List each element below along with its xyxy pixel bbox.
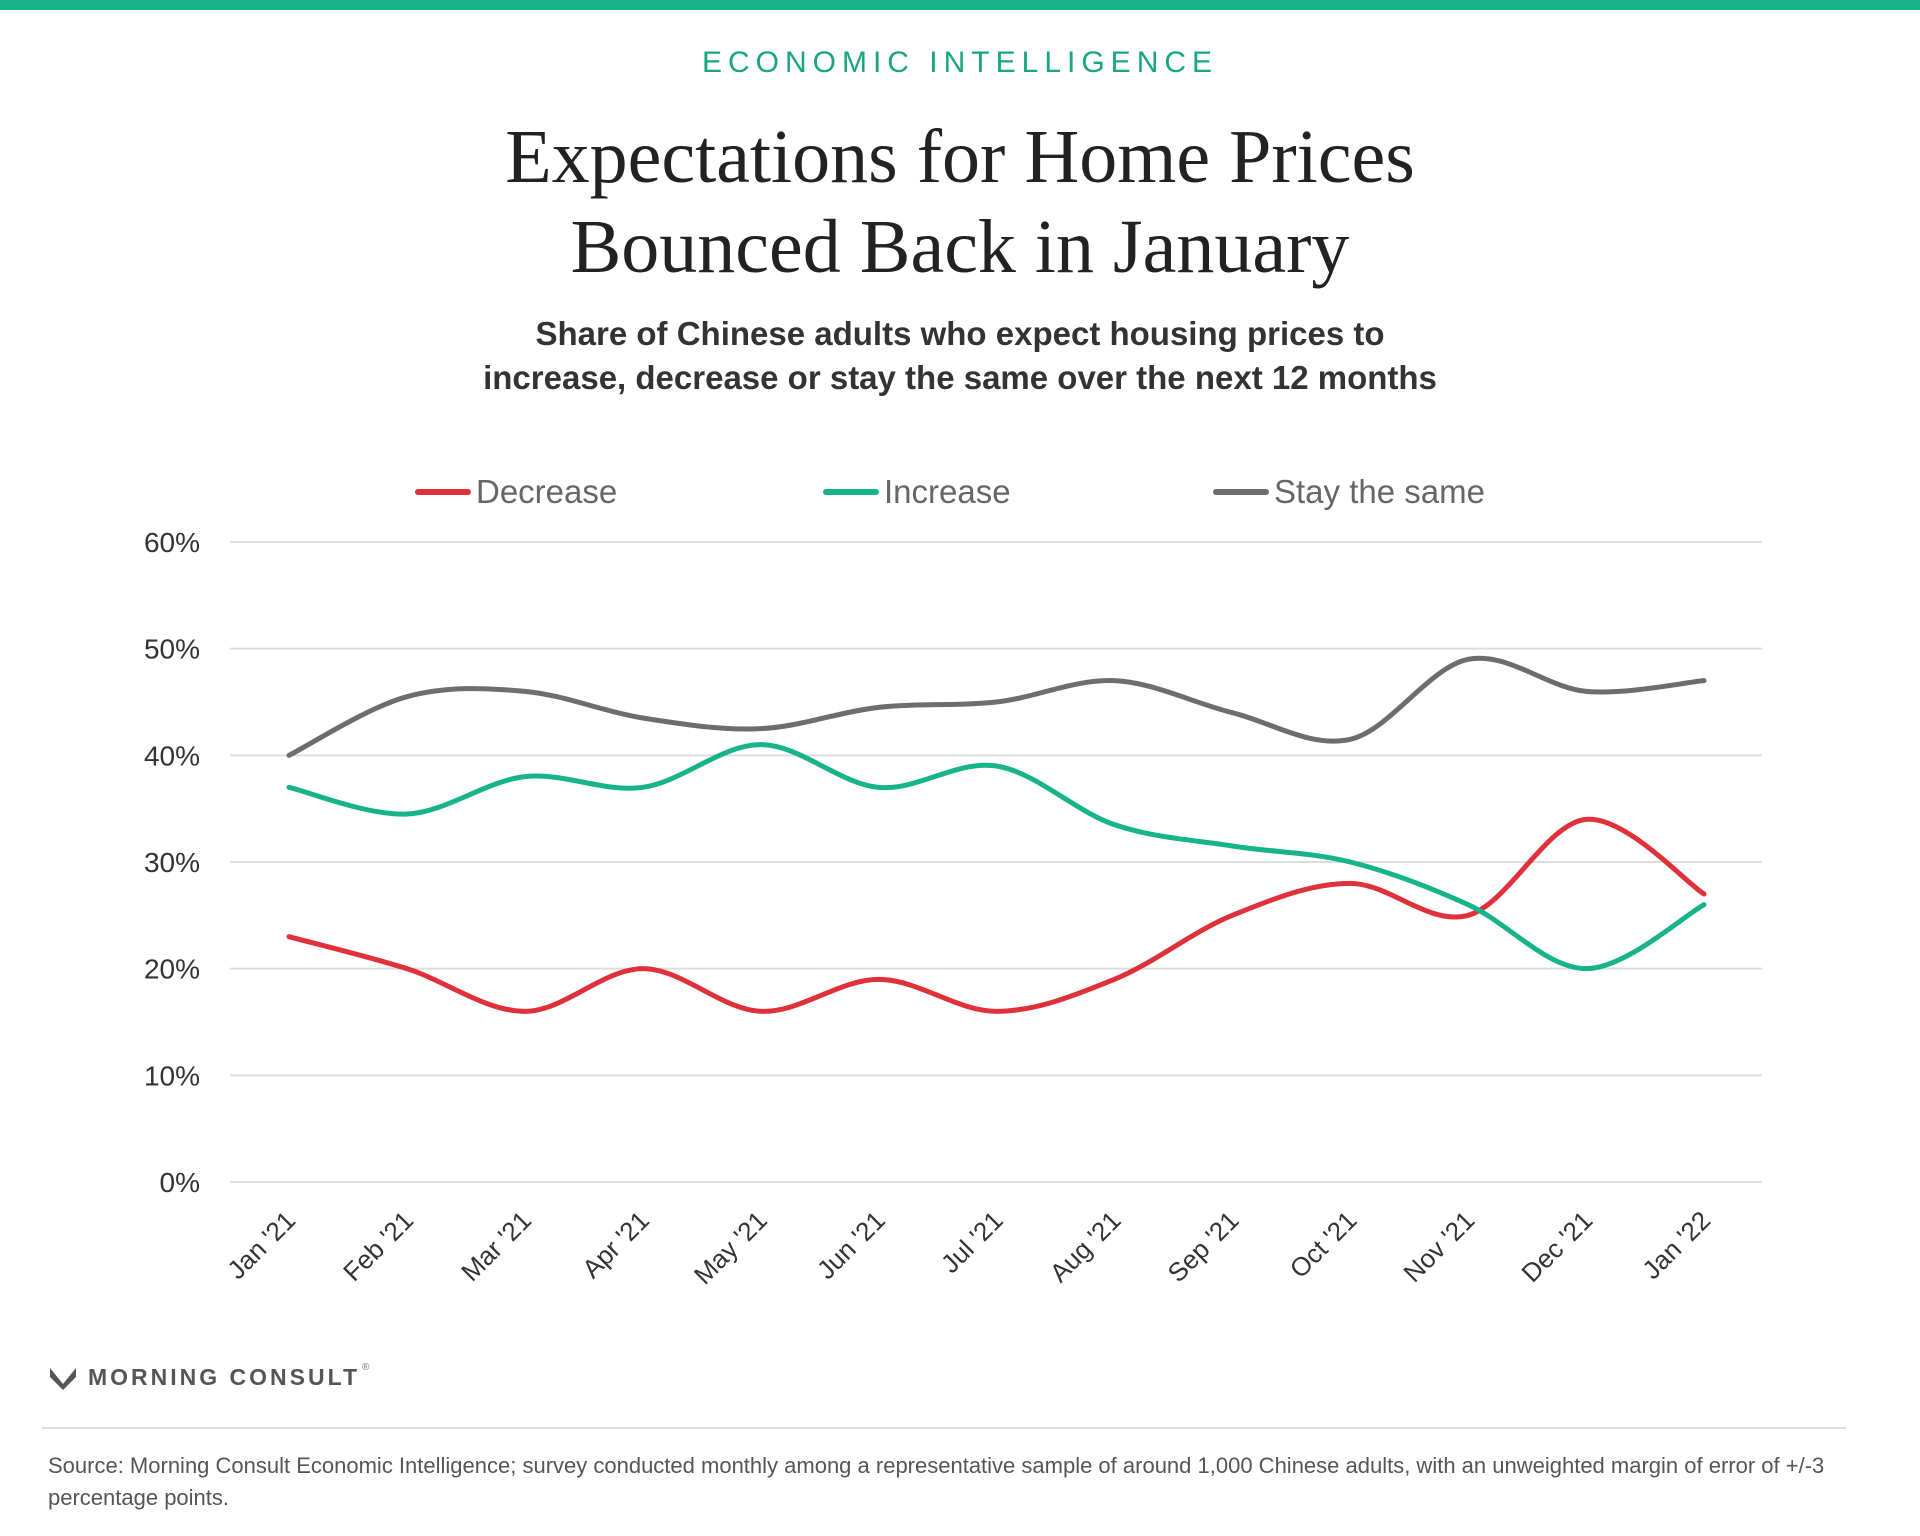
x-tick-label: Oct '21 bbox=[1284, 1205, 1363, 1284]
morning-consult-logo-icon bbox=[50, 1368, 76, 1390]
x-tick-label: Apr '21 bbox=[576, 1205, 655, 1284]
series-line-decrease bbox=[286, 816, 1707, 1014]
x-axis: Jan '21 Feb '21 Mar '21 Apr '21 May '21 Jun '… bbox=[221, 1205, 1716, 1290]
legend-label: Decrease bbox=[476, 473, 617, 510]
brand-footer: MORNING CONSULT ® bbox=[48, 1362, 369, 1392]
legend-label: Stay the same bbox=[1274, 473, 1485, 510]
legend-item-increase: Increase bbox=[823, 473, 1011, 510]
x-tick-label: Dec '21 bbox=[1515, 1205, 1598, 1288]
source-note: Source: Morning Consult Economic Intelli… bbox=[48, 1453, 1825, 1510]
y-tick-label: 50% bbox=[144, 634, 200, 665]
brand-name: MORNING CONSULT bbox=[88, 1363, 361, 1390]
footer-divider bbox=[42, 1427, 1846, 1429]
legend: Decrease Increase Stay the same bbox=[415, 473, 1485, 510]
x-tick-label: Jul '21 bbox=[935, 1205, 1009, 1279]
y-tick-label: 20% bbox=[144, 954, 200, 985]
series-line-stay-the-same bbox=[286, 655, 1707, 758]
series-lines bbox=[286, 655, 1707, 1014]
series-points-increase bbox=[288, 744, 1705, 969]
brand-trademark: ® bbox=[362, 1362, 370, 1373]
x-tick-label: May '21 bbox=[688, 1205, 773, 1290]
y-tick-label: 10% bbox=[144, 1060, 200, 1091]
chart-subtitle-line-1: Share of Chinese adults who expect housi… bbox=[535, 315, 1385, 352]
y-tick-label: 0% bbox=[160, 1167, 200, 1198]
x-tick-label: Sep '21 bbox=[1162, 1205, 1245, 1288]
chart-title-line-1: Expectations for Home Prices bbox=[505, 115, 1415, 199]
series-points-stay-the-same bbox=[288, 659, 1705, 756]
x-tick-label: Jan '21 bbox=[221, 1205, 301, 1285]
x-tick-label: Aug '21 bbox=[1044, 1205, 1127, 1288]
legend-item-decrease: Decrease bbox=[415, 473, 617, 510]
legend-label: Increase bbox=[884, 473, 1011, 510]
y-tick-label: 40% bbox=[144, 740, 200, 771]
y-tick-label: 30% bbox=[144, 847, 200, 878]
line-chart: 0% 10% 20% 30% 40% 50% 60% Jan '21 Feb '21 Mar '2… bbox=[144, 473, 1762, 1290]
grid-lines bbox=[230, 541, 1762, 1183]
x-tick-label: Nov '21 bbox=[1397, 1205, 1480, 1288]
y-axis: 0% 10% 20% 30% 40% 50% 60% bbox=[144, 527, 200, 1198]
x-tick-label: Feb '21 bbox=[337, 1205, 419, 1287]
chart-subtitle: Share of Chinese adults who expect housi… bbox=[0, 312, 1920, 400]
chart-title-line-2: Bounced Back in January bbox=[570, 205, 1350, 289]
chart-subtitle-line-2: increase, decrease or stay the same over… bbox=[483, 359, 1437, 396]
top-accent-bar bbox=[0, 0, 1920, 10]
series-line-increase bbox=[286, 742, 1707, 972]
legend-item-stay-the-same: Stay the same bbox=[1213, 473, 1485, 510]
x-tick-label: Jan '22 bbox=[1636, 1205, 1716, 1285]
x-tick-label: Jun '21 bbox=[811, 1205, 891, 1285]
x-tick-label: Mar '21 bbox=[455, 1205, 537, 1287]
y-tick-label: 60% bbox=[144, 527, 200, 558]
series-points-decrease bbox=[288, 819, 1705, 1012]
chart-title: Expectations for Home Prices Bounced Bac… bbox=[0, 112, 1920, 292]
section-kicker: ECONOMIC INTELLIGENCE bbox=[701, 46, 1219, 79]
